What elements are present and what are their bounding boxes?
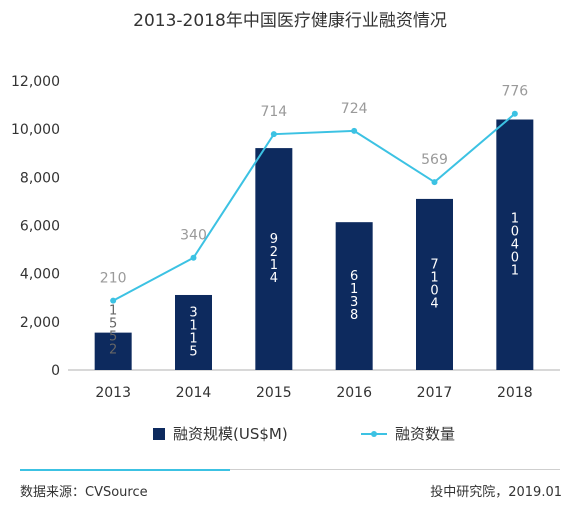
line-value-label: 714 bbox=[260, 104, 287, 120]
line-point bbox=[190, 254, 197, 261]
line-point bbox=[110, 297, 117, 304]
x-tick-label: 2018 bbox=[497, 385, 533, 401]
bar bbox=[175, 294, 212, 370]
line-point bbox=[431, 179, 438, 186]
line-value-label: 340 bbox=[180, 228, 207, 244]
source-note: 数据来源：CVSource bbox=[20, 485, 148, 500]
footer-rule bbox=[230, 469, 560, 470]
bar bbox=[416, 198, 453, 370]
legend-label-count: 融资数量 bbox=[395, 425, 456, 443]
legend-marker-count bbox=[371, 430, 377, 437]
credit-note: 投中研究院，2019.01 bbox=[430, 485, 562, 500]
footer-accent-rule bbox=[20, 469, 230, 471]
chart-title: 2013-2018年中国医疗健康行业融资情况 bbox=[133, 11, 447, 31]
count-series-line bbox=[112, 112, 516, 302]
chart-plot: 0 2,000 4,000 6,000 8,000 10,000 12,000 2013 20… bbox=[11, 74, 560, 401]
legend-line-count bbox=[361, 430, 387, 437]
bar bbox=[94, 332, 132, 370]
y-tick-label: 4,000 bbox=[20, 267, 60, 283]
line-value-label: 569 bbox=[421, 152, 448, 168]
x-tick-label: 2013 bbox=[95, 385, 131, 401]
legend-item-amount: 融资规模(US$M) bbox=[153, 423, 288, 444]
y-tick-label: 6,000 bbox=[20, 219, 60, 235]
line-value-label: 724 bbox=[341, 101, 368, 117]
line-point bbox=[351, 127, 358, 134]
x-tick-label: 2014 bbox=[176, 385, 212, 401]
bar bbox=[255, 148, 293, 370]
legend-label-amount: 融资规模(US$M) bbox=[173, 425, 288, 443]
legend: 融资规模(US$M) 融资数量 bbox=[0, 423, 580, 445]
legend-swatch-amount bbox=[153, 427, 165, 440]
y-tick-label: 12,000 bbox=[11, 74, 60, 90]
y-tick-label: 0 bbox=[51, 363, 60, 379]
line-point bbox=[511, 110, 518, 117]
x-tick-label: 2017 bbox=[417, 385, 453, 401]
line-value-label: 210 bbox=[100, 271, 127, 287]
y-tick-label: 8,000 bbox=[20, 170, 60, 186]
line-point bbox=[270, 131, 277, 138]
x-tick-label: 2016 bbox=[336, 385, 372, 401]
bar bbox=[335, 222, 373, 370]
x-tick-label: 2015 bbox=[256, 385, 292, 401]
y-tick-label: 10,000 bbox=[11, 122, 60, 138]
legend-item-count: 融资数量 bbox=[361, 423, 455, 444]
y-tick-label: 2,000 bbox=[20, 315, 60, 331]
bar bbox=[496, 119, 534, 370]
line-value-label: 776 bbox=[501, 84, 528, 100]
